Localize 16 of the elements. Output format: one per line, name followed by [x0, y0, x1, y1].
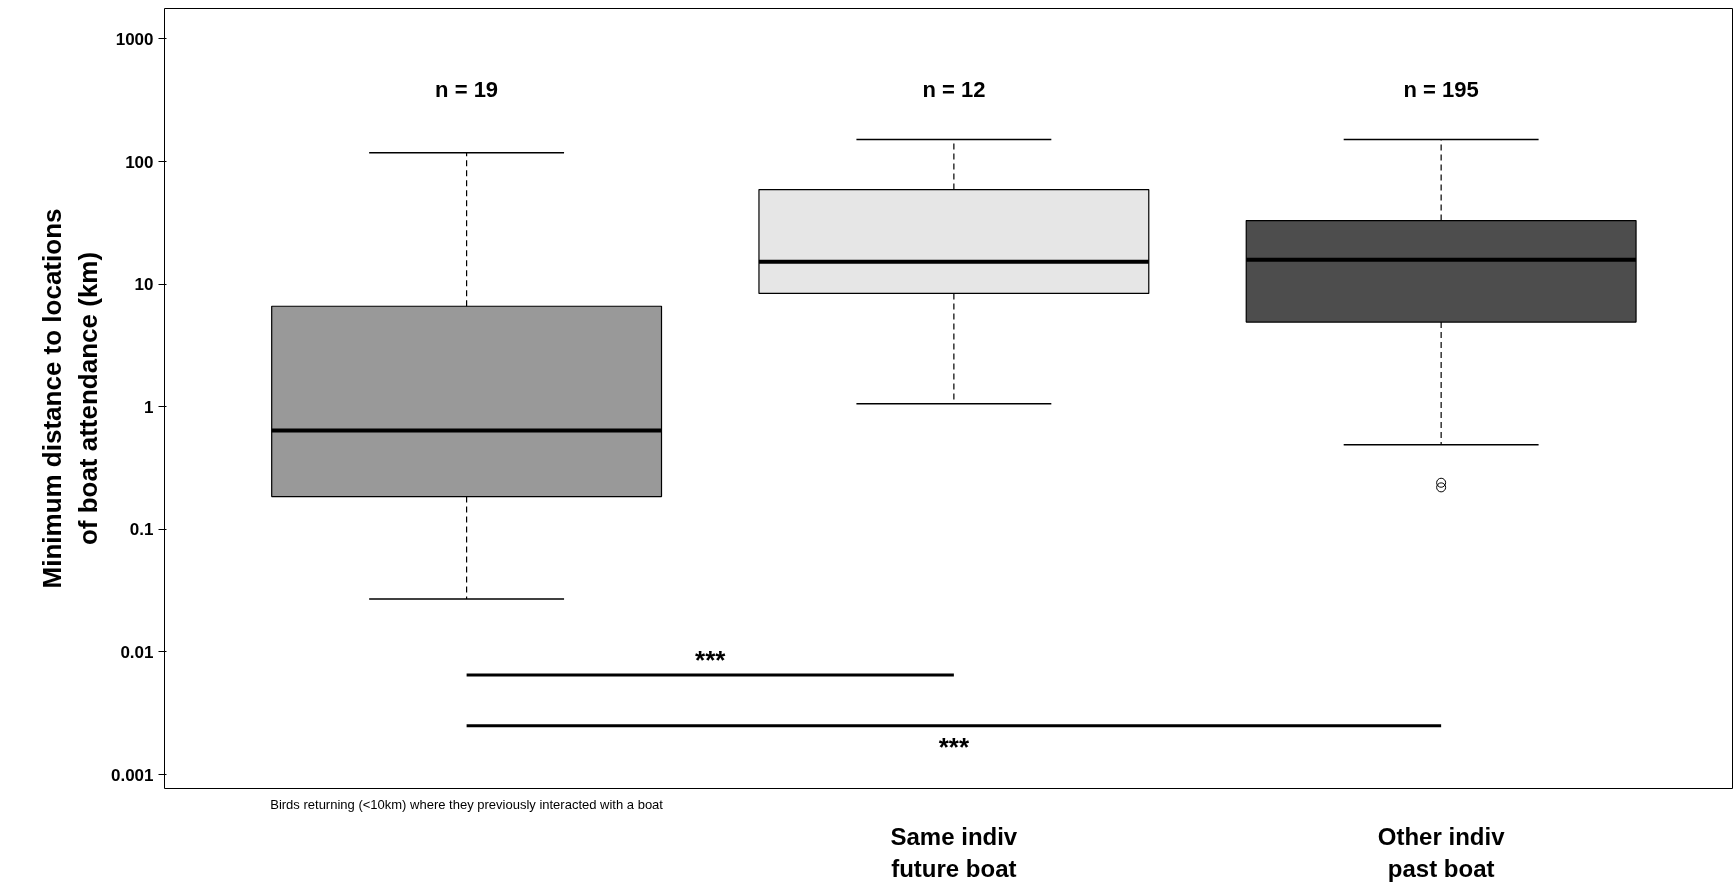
- y-tick-label: 100: [125, 152, 154, 172]
- y-tick-label: 1000: [115, 29, 154, 49]
- annotation: n = 19: [435, 77, 499, 103]
- annotation: n = 12: [922, 77, 986, 103]
- x-tick-label: Birds returning (<10km) where they previously interacted with a boat: [270, 796, 664, 812]
- y-tick-label: 10: [134, 275, 154, 295]
- annotation: ***: [695, 644, 727, 675]
- x-tick-label: Other indiv past boat: [1377, 822, 1506, 882]
- x-tick-label: Same indiv future boat: [890, 822, 1018, 882]
- annotation: n = 195: [1403, 77, 1479, 103]
- y-tick-label: 0.001: [110, 765, 154, 785]
- annotation: ***: [938, 731, 970, 762]
- y-axis-title: Minimum distance to locations of boat attendance (km): [36, 208, 103, 589]
- y-tick-label: 1: [144, 397, 154, 417]
- y-tick-label: 0.1: [129, 520, 154, 540]
- y-tick-label: 0.01: [120, 642, 154, 662]
